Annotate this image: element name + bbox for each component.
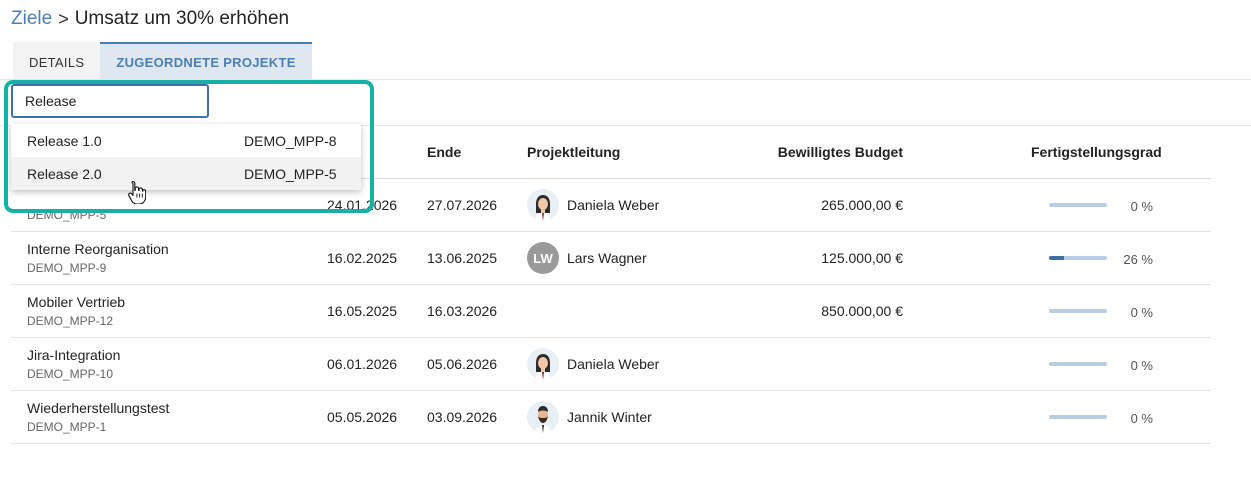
project-key: DEMO_MPP-10: [27, 367, 114, 381]
project-name[interactable]: Wiederherstellungstest: [27, 400, 170, 416]
project-name[interactable]: Mobiler Vertrieb: [27, 294, 126, 310]
progress-bar: [1049, 362, 1107, 366]
breadcrumb-separator: >: [58, 8, 69, 29]
progress-bar: [1049, 256, 1107, 260]
start-date: 16.05.2025: [327, 303, 398, 319]
lead-name: Jannik Winter: [567, 409, 652, 425]
table-row[interactable]: Jira-Integration DEMO_MPP-10 06.01.2026 …: [11, 338, 1211, 391]
project-lead: Daniela Weber: [527, 189, 659, 221]
header-lead[interactable]: Projektleitung: [527, 144, 621, 160]
progress-percent: 0 %: [1130, 358, 1153, 373]
breadcrumb-link-ziele[interactable]: Ziele: [11, 8, 53, 29]
progress-percent: 0 %: [1130, 305, 1153, 320]
search-dropdown: Release 1.0 DEMO_MPP-8 Release 2.0 DEMO_…: [11, 124, 361, 190]
end-date: 05.06.2026: [427, 356, 498, 372]
option-key: DEMO_MPP-5: [244, 166, 337, 182]
project-name[interactable]: Jira-Integration: [27, 347, 121, 363]
table-row[interactable]: Interne Reorganisation DEMO_MPP-9 16.02.…: [11, 232, 1211, 285]
table-header: Ende Projektleitung Bewilligtes Budget F…: [11, 126, 1211, 179]
project-key: DEMO_MPP-1: [27, 420, 107, 434]
hand-pointer-icon: [128, 180, 147, 209]
tabs-divider: [0, 79, 1251, 80]
header-progress[interactable]: Fertigstellungsgrad: [1031, 144, 1162, 160]
filter-divider: [0, 125, 1251, 126]
tab-bar: DETAILS ZUGEORDNETE PROJEKTE: [13, 42, 312, 80]
dropdown-option[interactable]: Release 2.0 DEMO_MPP-5: [11, 157, 361, 190]
option-label: Release 1.0: [27, 133, 102, 149]
project-key: DEMO_MPP-9: [27, 261, 107, 275]
progress-percent: 26 %: [1123, 252, 1153, 267]
progress-bar: [1049, 309, 1107, 313]
project-lead: LW Lars Wagner: [527, 242, 647, 274]
table-row[interactable]: DEMO_MPP-5 24.01.2026 27.07.2026 Daniela…: [11, 179, 1211, 232]
dropdown-option[interactable]: Release 1.0 DEMO_MPP-8: [11, 124, 361, 157]
budget-value: 850.000,00 €: [821, 303, 903, 319]
lead-name: Lars Wagner: [567, 250, 647, 266]
project-lead: Jannik Winter: [527, 401, 652, 433]
project-lead: Daniela Weber: [527, 348, 659, 380]
start-date: 06.01.2026: [327, 356, 398, 372]
breadcrumb: Ziele > Umsatz um 30% erhöhen: [11, 8, 289, 30]
header-end[interactable]: Ende: [427, 144, 462, 160]
highlight-frame: [4, 80, 374, 213]
tab-assigned-projects[interactable]: ZUGEORDNETE PROJEKTE: [100, 42, 312, 80]
lead-name: Daniela Weber: [567, 356, 660, 372]
option-label: Release 2.0: [27, 166, 102, 182]
end-date: 16.03.2026: [427, 303, 498, 319]
projects-table: Ende Projektleitung Bewilligtes Budget F…: [11, 126, 1211, 444]
male-avatar-icon: [527, 401, 559, 433]
progress-percent: 0 %: [1130, 411, 1153, 426]
table-row[interactable]: Wiederherstellungstest DEMO_MPP-1 05.05.…: [11, 391, 1211, 444]
end-date: 27.07.2026: [427, 197, 498, 213]
table-row[interactable]: Mobiler Vertrieb DEMO_MPP-12 16.05.2025 …: [11, 285, 1211, 338]
end-date: 03.09.2026: [427, 409, 498, 425]
tab-details[interactable]: DETAILS: [13, 42, 101, 80]
project-key: DEMO_MPP-12: [27, 314, 114, 328]
lead-name: Daniela Weber: [567, 197, 660, 213]
budget-value: 125.000,00 €: [821, 250, 903, 266]
header-budget[interactable]: Bewilligtes Budget: [777, 144, 903, 160]
initials-avatar: LW: [527, 242, 559, 274]
progress-percent: 0 %: [1130, 199, 1153, 214]
end-date: 13.06.2025: [427, 250, 498, 266]
option-key: DEMO_MPP-8: [244, 133, 337, 149]
budget-value: 265.000,00 €: [821, 197, 903, 213]
progress-bar: [1049, 203, 1107, 207]
female-avatar-icon: [527, 348, 559, 380]
progress-bar: [1049, 415, 1107, 419]
page-title: Umsatz um 30% erhöhen: [74, 8, 290, 29]
start-date: 16.02.2025: [327, 250, 398, 266]
project-name[interactable]: Interne Reorganisation: [27, 241, 169, 257]
search-input[interactable]: [11, 84, 209, 118]
start-date: 05.05.2026: [327, 409, 398, 425]
female-avatar-icon: [527, 189, 559, 221]
